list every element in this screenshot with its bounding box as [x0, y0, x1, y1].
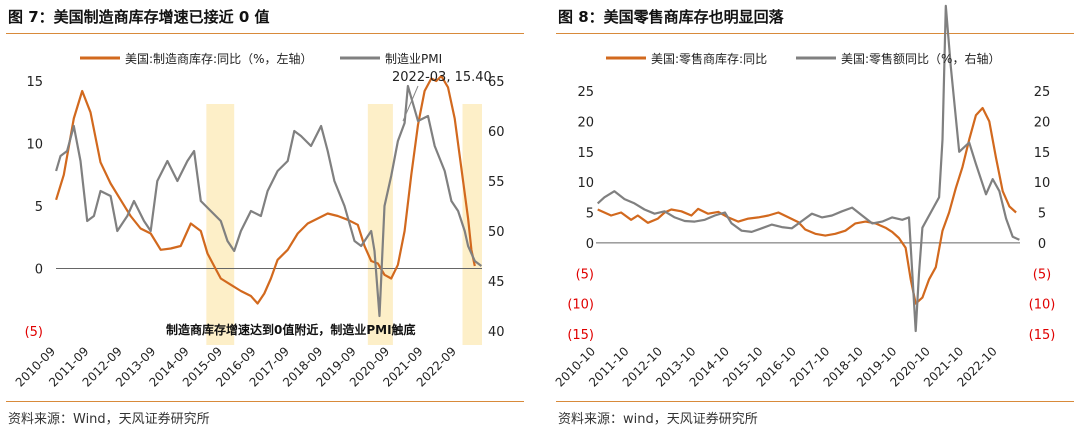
- right-tick-label: 20: [1034, 115, 1051, 130]
- annotation-leader: [402, 85, 419, 122]
- shaded-period: [462, 104, 482, 345]
- right-tick-label: 60: [488, 125, 505, 140]
- legend-label: 美国:零售额同比（%，右轴）: [841, 51, 1000, 66]
- left-tick-label: 20: [577, 115, 594, 130]
- legend-label: 美国:制造商库存:同比（%，左轴）: [125, 51, 313, 66]
- chart-title: 图 8：美国零售商库存也明显回落: [558, 8, 784, 26]
- retail-inventory-chart: (15) (10) (5) 0 5 10 15 20 25 (15) (10) (5) 0 5 10 15 20…: [553, 4, 1056, 390]
- left-tick-label: 10: [577, 176, 594, 191]
- right-tick-label: (15): [1029, 328, 1056, 343]
- left-tick-label: 0: [586, 237, 594, 252]
- right-tick-label: 5: [1038, 207, 1046, 222]
- right-tick-label: (10): [1029, 298, 1056, 313]
- left-tick-label: 15: [26, 75, 43, 90]
- right-tick-label: 15: [1034, 146, 1051, 161]
- left-tick-label: (5): [576, 267, 594, 282]
- right-tick-label: 10: [1034, 176, 1051, 191]
- left-tick-label: (5): [25, 325, 43, 340]
- series-line-0: [597, 106, 1017, 305]
- right-tick-label: 55: [488, 175, 505, 190]
- right-tick-label: 50: [488, 225, 505, 240]
- shaded-period: [206, 104, 235, 345]
- right-tick-label: 40: [488, 325, 505, 340]
- source-note: 资料来源：wind，天风证券研究所: [558, 412, 758, 427]
- source-note: 资料来源：Wind，天风证券研究所: [8, 412, 210, 427]
- chart-note: 制造商库存增速达到0值附近，制造业PMI触底: [166, 322, 416, 337]
- chart-panel-retailer: 图 8：美国零售商库存也明显回落 (15) (10) (5) 0 5 10 15 20 25 (1…: [550, 0, 1080, 432]
- series-line-1: [55, 84, 483, 318]
- series-line-1: [596, 4, 1020, 333]
- left-tick-label: 5: [35, 200, 43, 215]
- title-rule: [6, 33, 524, 34]
- legend-label: 美国:零售商库存:同比: [651, 51, 767, 66]
- right-tick-label: 65: [488, 75, 505, 90]
- right-tick-label: 25: [1034, 85, 1051, 100]
- right-tick-label: 45: [488, 275, 505, 290]
- manufacturer-inventory-chart: (5)0510154045505560652010-092011-092012-…: [13, 51, 505, 390]
- left-tick-label: 25: [577, 85, 594, 100]
- chart-panel-manufacturer: 图 7：美国制造商库存增速已接近 0 值 (5) 0 5 10 15 40 45 50 55 60…: [0, 0, 530, 432]
- title-rule: [556, 33, 1074, 34]
- left-tick-label: 5: [586, 207, 594, 222]
- left-tick-label: (15): [567, 328, 594, 343]
- left-tick-label: (10): [567, 298, 594, 313]
- left-tick-label: 15: [577, 146, 594, 161]
- right-tick-label: 0: [1038, 237, 1046, 252]
- series-line-0: [55, 74, 476, 305]
- legend-label: 制造业PMI: [385, 52, 442, 66]
- source-rule: [6, 401, 524, 402]
- right-tick-label: (5): [1033, 267, 1051, 282]
- peak-annotation: 2022-03, 15.40: [392, 70, 492, 85]
- chart-title: 图 7：美国制造商库存增速已接近 0 值: [8, 8, 270, 26]
- left-tick-label: 10: [26, 138, 43, 153]
- left-tick-label: 0: [35, 263, 43, 278]
- source-rule: [556, 401, 1074, 402]
